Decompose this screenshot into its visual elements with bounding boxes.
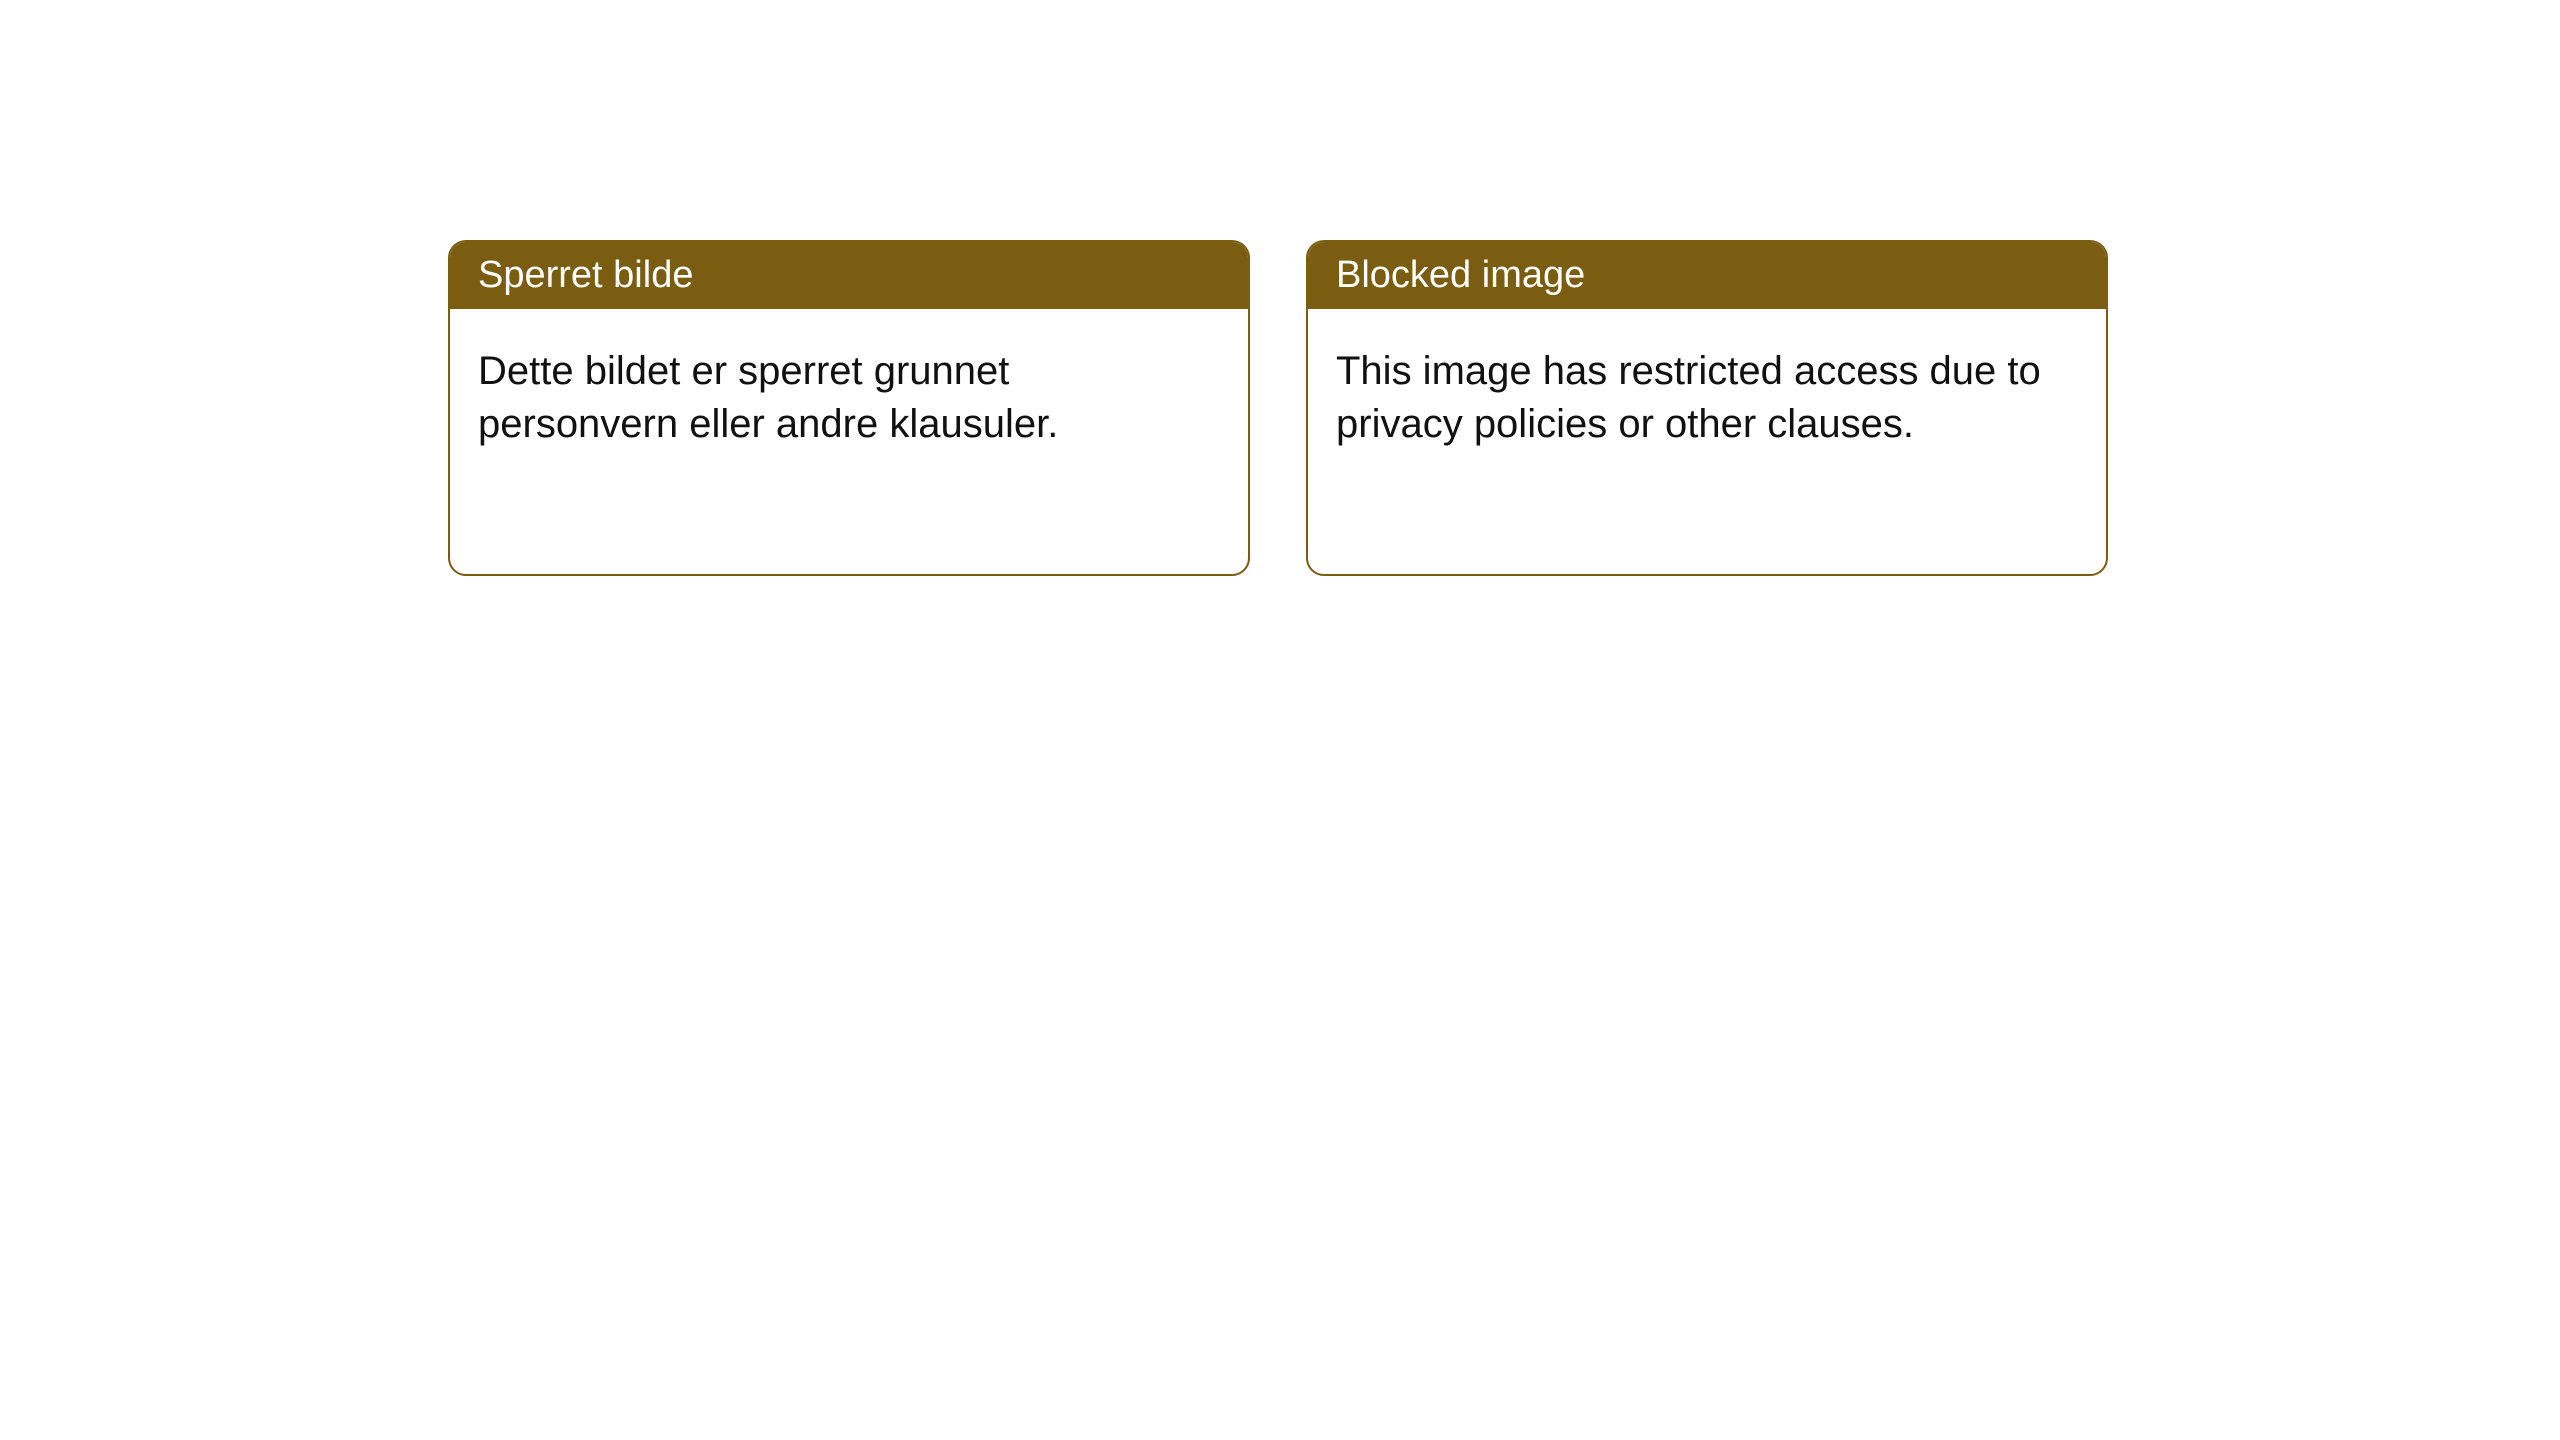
- card-header-text: Sperret bilde: [478, 254, 693, 296]
- card-header: Sperret bilde: [450, 242, 1248, 309]
- notice-container: Sperret bilde Dette bildet er sperret gr…: [0, 0, 2560, 576]
- card-body-text: Dette bildet er sperret grunnet personve…: [478, 349, 1058, 446]
- card-header: Blocked image: [1308, 242, 2106, 309]
- card-body-text: This image has restricted access due to …: [1336, 349, 2041, 446]
- blocked-image-card-no: Sperret bilde Dette bildet er sperret gr…: [448, 240, 1250, 576]
- card-body: This image has restricted access due to …: [1308, 309, 2106, 487]
- card-header-text: Blocked image: [1336, 254, 1585, 296]
- card-body: Dette bildet er sperret grunnet personve…: [450, 309, 1248, 487]
- blocked-image-card-en: Blocked image This image has restricted …: [1306, 240, 2108, 576]
